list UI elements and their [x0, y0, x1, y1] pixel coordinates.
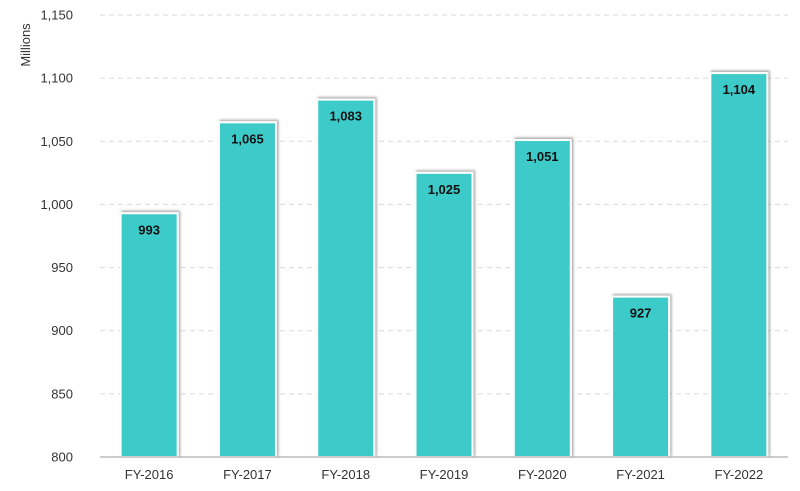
data-label: 1,051 [526, 149, 559, 164]
bar-fy-2021 [611, 295, 671, 459]
data-label: 1,025 [428, 182, 461, 197]
x-tick-label: FY-2021 [616, 467, 665, 482]
y-tick-label: 1,050 [40, 134, 73, 149]
data-label: 1,065 [231, 131, 264, 146]
bar-fy-2017 [217, 121, 277, 458]
y-axis-ticks: 800 850 900 950 1,000 1,050 1,100 1,150 [40, 8, 73, 465]
y-tick-label: 900 [51, 323, 73, 338]
bar-fy-2019 [414, 171, 474, 458]
data-label: 927 [630, 306, 652, 321]
bar-fy-2016 [119, 212, 179, 458]
y-tick-label: 800 [51, 450, 73, 465]
x-tick-label: FY-2016 [125, 467, 174, 482]
data-label: 1,104 [723, 82, 756, 97]
y-axis-label: Millions [18, 23, 33, 67]
x-tick-label: FY-2017 [223, 467, 272, 482]
x-tick-label: FY-2018 [321, 467, 370, 482]
bar-fy-2018 [316, 98, 376, 459]
bar-fy-2022 [709, 72, 769, 458]
data-label: 1,083 [329, 109, 362, 124]
x-tick-label: FY-2022 [715, 467, 764, 482]
y-tick-label: 1,100 [40, 71, 73, 86]
x-axis-ticks: FY-2016 FY-2017 FY-2018 FY-2019 FY-2020 FY-20… [125, 467, 763, 482]
x-tick-label: FY-2020 [518, 467, 567, 482]
x-tick-label: FY-2019 [420, 467, 469, 482]
y-tick-label: 850 [51, 386, 73, 401]
y-tick-label: 1,150 [40, 8, 73, 23]
data-label: 993 [138, 222, 160, 237]
bars: 993 1,065 1,083 1,025 1,051 927 1,104 [119, 72, 769, 459]
y-tick-label: 1,000 [40, 197, 73, 212]
bar-fy-2020 [512, 139, 572, 458]
y-tick-label: 950 [51, 260, 73, 275]
